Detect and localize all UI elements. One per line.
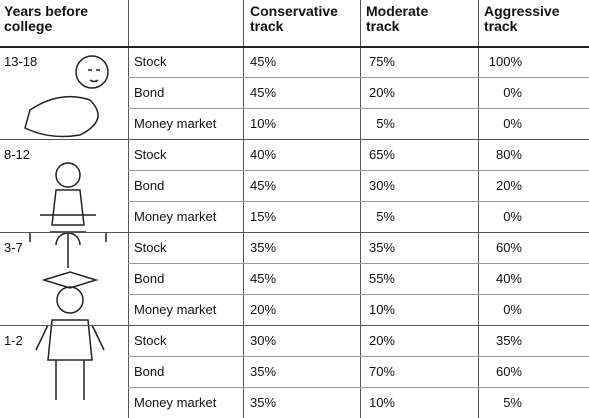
percent-value: 30% xyxy=(250,325,310,356)
asset-label: Stock xyxy=(134,139,167,170)
percent-value: 35% xyxy=(250,387,310,418)
percent-value: 60% xyxy=(462,356,522,387)
asset-label: Bond xyxy=(134,77,164,108)
percent-value: 75% xyxy=(355,46,395,77)
percent-value: 10% xyxy=(250,108,310,139)
percent-value: 40% xyxy=(462,263,522,294)
percent-value: 40% xyxy=(250,139,310,170)
header-track: Conservative track xyxy=(250,4,340,34)
percent-value: 100% xyxy=(462,46,522,77)
years-label: 13-18 xyxy=(4,46,37,77)
asset-label: Money market xyxy=(134,387,216,418)
percent-value: 70% xyxy=(355,356,395,387)
percent-value: 10% xyxy=(355,387,395,418)
percent-value: 45% xyxy=(250,77,310,108)
percent-value: 15% xyxy=(250,201,310,232)
asset-label: Bond xyxy=(134,170,164,201)
percent-value: 0% xyxy=(462,108,522,139)
asset-label: Money market xyxy=(134,108,216,139)
percent-value: 20% xyxy=(355,77,395,108)
percent-value: 80% xyxy=(462,139,522,170)
percent-value: 30% xyxy=(355,170,395,201)
percent-value: 60% xyxy=(462,232,522,263)
percent-value: 65% xyxy=(355,139,395,170)
cyclist-figure xyxy=(30,163,106,268)
header-track: Aggressive track xyxy=(484,4,564,34)
percent-value: 35% xyxy=(250,232,310,263)
percent-value: 45% xyxy=(250,46,310,77)
asset-label: Bond xyxy=(134,356,164,387)
percent-value: 35% xyxy=(250,356,310,387)
allocation-table: Years before college Conservative track … xyxy=(0,0,589,418)
percent-value: 0% xyxy=(462,294,522,325)
percent-value: 20% xyxy=(462,170,522,201)
years-label: 3-7 xyxy=(4,232,23,263)
asset-label: Stock xyxy=(134,232,167,263)
percent-value: 0% xyxy=(462,201,522,232)
asset-label: Money market xyxy=(134,294,216,325)
percent-value: 20% xyxy=(250,294,310,325)
asset-label: Stock xyxy=(134,46,167,77)
percent-value: 5% xyxy=(355,201,395,232)
percent-value: 35% xyxy=(462,325,522,356)
asset-label: Bond xyxy=(134,263,164,294)
graduate-figure xyxy=(36,272,104,400)
percent-value: 10% xyxy=(355,294,395,325)
asset-label: Money market xyxy=(134,201,216,232)
percent-value: 0% xyxy=(462,77,522,108)
percent-value: 5% xyxy=(355,108,395,139)
header-track: Moderate track xyxy=(366,4,436,34)
years-label: 1-2 xyxy=(4,325,23,356)
years-label: 8-12 xyxy=(4,139,30,170)
asset-label: Stock xyxy=(134,325,167,356)
percent-value: 20% xyxy=(355,325,395,356)
baby-figure xyxy=(25,56,108,136)
percent-value: 55% xyxy=(355,263,395,294)
percent-value: 45% xyxy=(250,170,310,201)
percent-value: 5% xyxy=(462,387,522,418)
percent-value: 35% xyxy=(355,232,395,263)
percent-value: 45% xyxy=(250,263,310,294)
